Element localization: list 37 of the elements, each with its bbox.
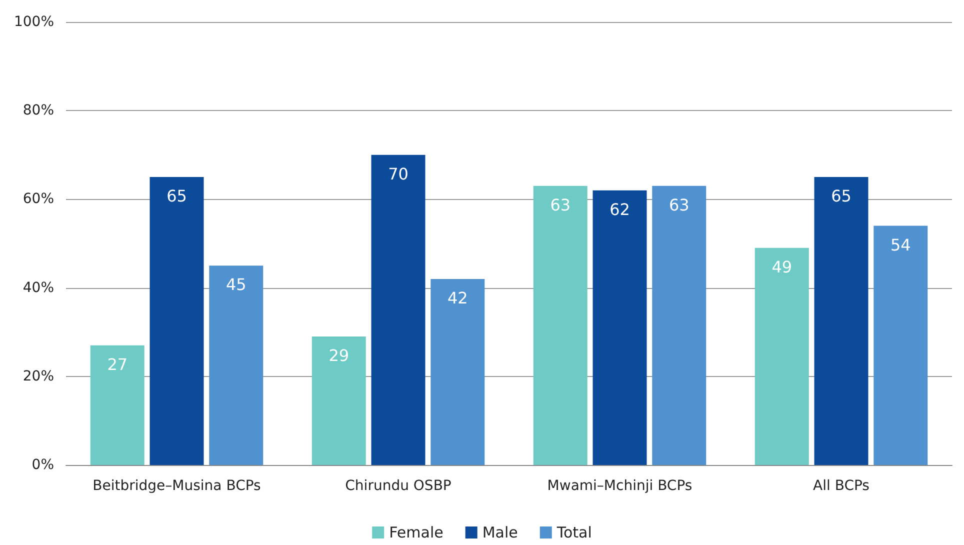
y-tick-label: 60% <box>22 191 54 208</box>
bar <box>874 226 928 465</box>
y-tick-label: 0% <box>32 457 54 473</box>
legend-label: Female <box>389 524 444 542</box>
bar <box>430 278 485 465</box>
data-label: 49 <box>772 257 792 276</box>
x-tick-label: Mwami–Mchinji BCPs <box>547 478 692 494</box>
bar <box>90 345 144 465</box>
x-tick-label: Chirundu OSBP <box>345 478 452 494</box>
data-label: 29 <box>328 346 350 366</box>
bar <box>652 186 706 465</box>
y-tick-label: 100% <box>14 14 54 30</box>
y-tick-label: 80% <box>22 102 54 119</box>
bar <box>312 336 366 465</box>
bar <box>754 248 809 465</box>
bar <box>150 177 204 465</box>
y-tick-label: 40% <box>22 280 54 296</box>
data-label: 63 <box>668 195 690 214</box>
data-label: 45 <box>226 275 246 294</box>
data-label: 65 <box>831 186 852 206</box>
bar <box>371 154 426 465</box>
data-label: 63 <box>550 195 571 214</box>
data-label: 65 <box>166 186 187 206</box>
bar <box>814 177 868 465</box>
data-label: 54 <box>890 235 911 254</box>
data-label: 42 <box>447 288 468 308</box>
x-tick-label: Beitbridge–Musina BCPs <box>92 478 261 494</box>
legend-label: Male <box>482 524 518 542</box>
y-tick-label: 20% <box>22 368 54 384</box>
data-label: 70 <box>388 164 408 184</box>
data-label: 27 <box>107 354 128 374</box>
data-label: 62 <box>610 200 630 219</box>
bar <box>592 190 647 465</box>
x-tick-label: All BCPs <box>813 478 870 494</box>
bar <box>209 266 264 465</box>
bar <box>533 186 588 465</box>
legend-label: Total <box>556 524 592 542</box>
